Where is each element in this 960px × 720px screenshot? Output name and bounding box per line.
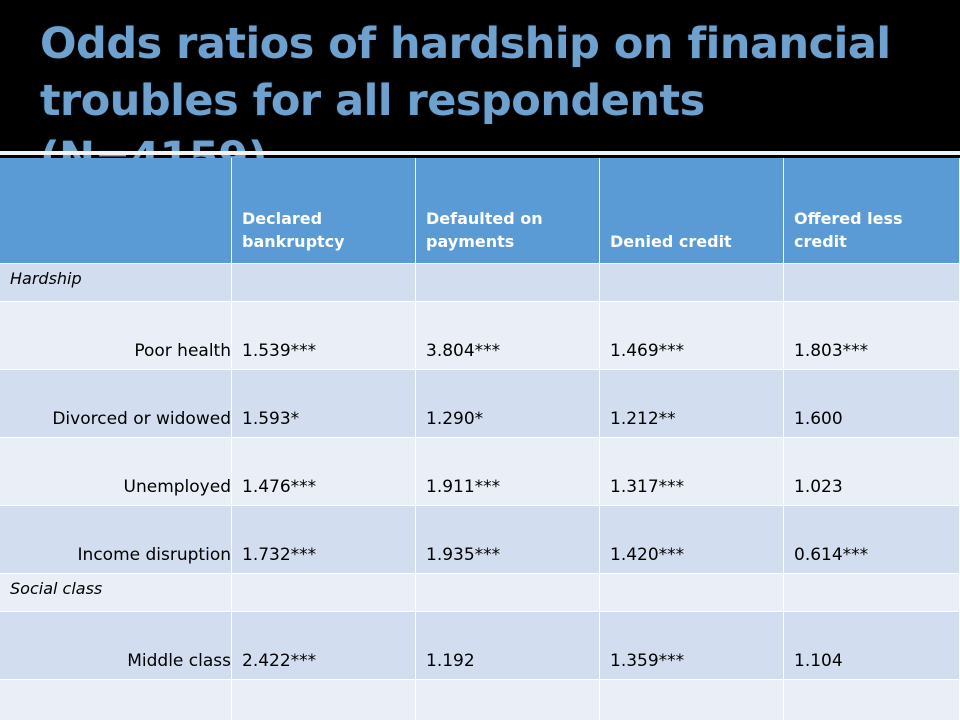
table-header-row: Declared bankruptcy Defaulted on payment… xyxy=(0,158,960,264)
odds-ratio-table: Declared bankruptcy Defaulted on payment… xyxy=(0,158,960,720)
table-row-upper-class: Upper class 1.917* 0.321* 0.591* 1.605* xyxy=(0,680,960,720)
table-cell: 1.593* xyxy=(232,370,416,438)
table-cell xyxy=(600,264,784,302)
table-cell xyxy=(416,574,600,612)
row-label: Divorced or widowed xyxy=(0,370,232,438)
header-cell-defaulted-on-payments: Defaulted on payments xyxy=(416,158,600,264)
table-cell: 1.023 xyxy=(784,438,960,506)
section-label: Hardship xyxy=(0,264,232,302)
title-divider xyxy=(0,151,960,155)
table-cell xyxy=(600,574,784,612)
table-cell xyxy=(784,574,960,612)
section-label: Social class xyxy=(0,574,232,612)
table-cell: 2.422*** xyxy=(232,612,416,680)
section-row-social-class: Social class xyxy=(0,574,960,612)
header-cell-denied-credit: Denied credit xyxy=(600,158,784,264)
table-cell: 1.469*** xyxy=(600,302,784,370)
table-cell: 1.600 xyxy=(784,370,960,438)
table-cell: 1.917* xyxy=(232,680,416,720)
table-row-middle-class: Middle class 2.422*** 1.192 1.359*** 1.1… xyxy=(0,612,960,680)
table-cell: 1.803*** xyxy=(784,302,960,370)
table-cell: 0.321* xyxy=(416,680,600,720)
table-cell: 1.539*** xyxy=(232,302,416,370)
odds-ratio-table-container: Declared bankruptcy Defaulted on payment… xyxy=(0,158,960,720)
table-cell xyxy=(232,574,416,612)
row-label: Unemployed xyxy=(0,438,232,506)
table-cell: 1.911*** xyxy=(416,438,600,506)
row-label: Poor health xyxy=(0,302,232,370)
table-cell: 1.290* xyxy=(416,370,600,438)
table-cell: 1.732*** xyxy=(232,506,416,574)
header-cell-row-label xyxy=(0,158,232,264)
header-cell-declared-bankruptcy: Declared bankruptcy xyxy=(232,158,416,264)
table-cell: 1.104 xyxy=(784,612,960,680)
table-row-unemployed: Unemployed 1.476*** 1.911*** 1.317*** 1.… xyxy=(0,438,960,506)
table-cell xyxy=(416,264,600,302)
header-cell-offered-less-credit: Offered less credit xyxy=(784,158,960,264)
table-cell: 1.192 xyxy=(416,612,600,680)
row-label: Income disruption xyxy=(0,506,232,574)
table-cell: 1.212** xyxy=(600,370,784,438)
table-row-income-disruption: Income disruption 1.732*** 1.935*** 1.42… xyxy=(0,506,960,574)
table-cell: 1.605* xyxy=(784,680,960,720)
table-cell: 1.935*** xyxy=(416,506,600,574)
section-row-hardship: Hardship xyxy=(0,264,960,302)
table-cell: 3.804*** xyxy=(416,302,600,370)
table-row-poor-health: Poor health 1.539*** 3.804*** 1.469*** 1… xyxy=(0,302,960,370)
table-row-divorced-or-widowed: Divorced or widowed 1.593* 1.290* 1.212*… xyxy=(0,370,960,438)
table-cell: 1.317*** xyxy=(600,438,784,506)
table-cell: 1.359*** xyxy=(600,612,784,680)
slide-title: Odds ratios of hardship on financial tro… xyxy=(40,19,891,183)
table-cell xyxy=(232,264,416,302)
table-cell: 1.420*** xyxy=(600,506,784,574)
table-cell: 0.591* xyxy=(600,680,784,720)
row-label: Upper class xyxy=(0,680,232,720)
table-cell: 1.476*** xyxy=(232,438,416,506)
table-cell: 0.614*** xyxy=(784,506,960,574)
table-cell xyxy=(784,264,960,302)
row-label: Middle class xyxy=(0,612,232,680)
